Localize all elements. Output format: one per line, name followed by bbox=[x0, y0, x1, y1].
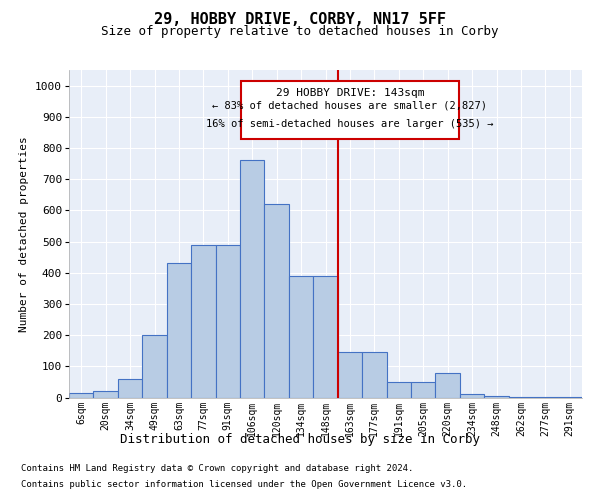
Text: Contains public sector information licensed under the Open Government Licence v3: Contains public sector information licen… bbox=[21, 480, 467, 489]
Bar bbox=[362, 352, 386, 398]
Bar bbox=[509, 397, 533, 398]
Text: Distribution of detached houses by size in Corby: Distribution of detached houses by size … bbox=[120, 432, 480, 446]
Bar bbox=[240, 160, 265, 398]
Bar bbox=[411, 382, 436, 398]
Bar bbox=[241, 81, 458, 138]
Bar bbox=[265, 204, 289, 398]
Bar bbox=[313, 276, 338, 398]
Bar bbox=[460, 394, 484, 398]
Text: Contains HM Land Registry data © Crown copyright and database right 2024.: Contains HM Land Registry data © Crown c… bbox=[21, 464, 413, 473]
Text: 16% of semi-detached houses are larger (535) →: 16% of semi-detached houses are larger (… bbox=[206, 119, 494, 129]
Bar bbox=[484, 396, 509, 398]
Bar bbox=[94, 392, 118, 398]
Bar bbox=[69, 393, 94, 398]
Bar bbox=[215, 244, 240, 398]
Bar bbox=[167, 264, 191, 398]
Bar bbox=[118, 379, 142, 398]
Bar bbox=[386, 382, 411, 398]
Y-axis label: Number of detached properties: Number of detached properties bbox=[19, 136, 29, 332]
Bar bbox=[289, 276, 313, 398]
Bar bbox=[142, 335, 167, 398]
Text: 29 HOBBY DRIVE: 143sqm: 29 HOBBY DRIVE: 143sqm bbox=[275, 88, 424, 99]
Bar bbox=[191, 244, 215, 398]
Text: ← 83% of detached houses are smaller (2,827): ← 83% of detached houses are smaller (2,… bbox=[212, 101, 487, 111]
Bar bbox=[338, 352, 362, 398]
Text: Size of property relative to detached houses in Corby: Size of property relative to detached ho… bbox=[101, 25, 499, 38]
Text: 29, HOBBY DRIVE, CORBY, NN17 5FF: 29, HOBBY DRIVE, CORBY, NN17 5FF bbox=[154, 12, 446, 28]
Bar bbox=[436, 372, 460, 398]
